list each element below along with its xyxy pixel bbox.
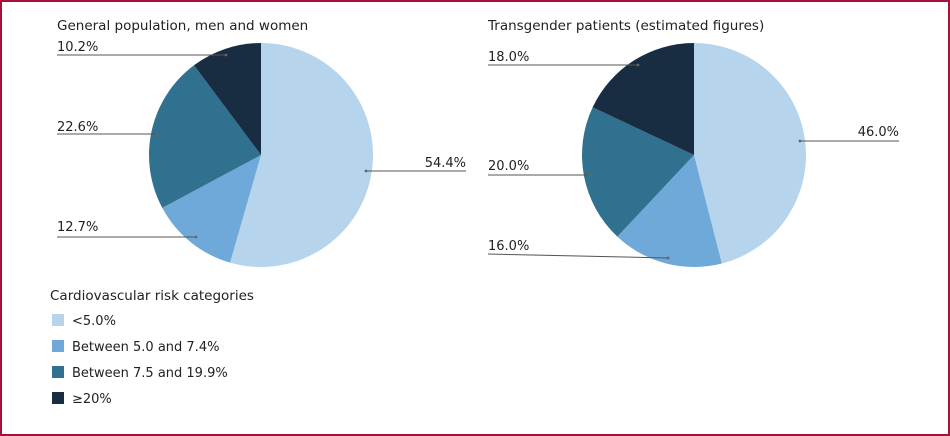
pie-1-data-label-2: 12.7% bbox=[57, 220, 98, 235]
pie-1-leader-dot-4 bbox=[224, 53, 228, 57]
pie-transgender-patients: Transgender patients (estimated figures)… bbox=[487, 18, 899, 267]
legend-swatch-3 bbox=[52, 366, 64, 378]
legend-swatch-4 bbox=[52, 392, 64, 404]
pie-2-slice-2 bbox=[617, 155, 722, 267]
pie-2-leader-2 bbox=[487, 253, 669, 259]
pie-2-data-label-2: 16.0% bbox=[488, 239, 529, 254]
legend-swatch-2 bbox=[52, 340, 64, 352]
pie-2-slice-3 bbox=[582, 107, 694, 237]
legend-swatch-1 bbox=[52, 314, 64, 326]
pie-2-data-label-1: 46.0% bbox=[858, 125, 899, 140]
pie-1-data-label-1: 54.4% bbox=[425, 156, 466, 171]
legend-title: Cardiovascular risk categories bbox=[50, 288, 254, 304]
pie-1-leader-dot-3 bbox=[155, 132, 159, 136]
legend-label-4: ≥20% bbox=[72, 392, 112, 407]
pie-1-slice-2 bbox=[162, 155, 261, 263]
legend-label-1: <5.0% bbox=[72, 314, 116, 329]
pie-2-title: Transgender patients (estimated figures) bbox=[487, 18, 764, 34]
legend-label-2: Between 5.0 and 7.4% bbox=[72, 340, 219, 355]
pie-2-leader-dot-4 bbox=[636, 63, 640, 67]
pie-2-leader-dot-2 bbox=[666, 256, 670, 260]
legend: Cardiovascular risk categories <5.0% Betw… bbox=[50, 288, 254, 407]
pie-2-leader-dot-1 bbox=[798, 139, 802, 143]
pie-2-leader-dot-3 bbox=[588, 173, 592, 177]
pie-1-slice-4 bbox=[193, 43, 261, 155]
pie-1-leader-dot-2 bbox=[194, 235, 198, 239]
pie-2-data-label-4: 18.0% bbox=[488, 50, 529, 65]
legend-label-3: Between 7.5 and 19.9% bbox=[72, 366, 228, 381]
pie-1-data-label-3: 22.6% bbox=[57, 120, 98, 135]
pie-2-slice-1 bbox=[694, 43, 806, 264]
pie-2-data-label-3: 20.0% bbox=[488, 159, 529, 174]
pie-general-population: General population, men and women 54.4% 1… bbox=[57, 18, 466, 267]
pie-1-leader-dot-1 bbox=[364, 169, 368, 173]
pie-1-title: General population, men and women bbox=[57, 18, 308, 34]
pie-1-slice-3 bbox=[149, 65, 261, 208]
pie-2-slice-4 bbox=[592, 43, 694, 155]
pie-1-data-label-4: 10.2% bbox=[57, 40, 98, 55]
pie-1-slice-1 bbox=[230, 43, 374, 267]
